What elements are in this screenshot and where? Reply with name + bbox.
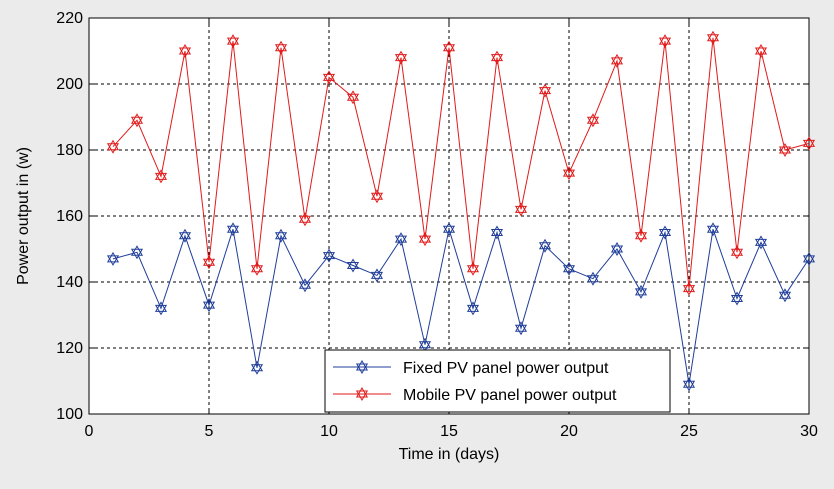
data-point-marker-icon bbox=[346, 258, 360, 273]
data-point-marker-icon bbox=[370, 189, 384, 204]
x-tick-label: 0 bbox=[85, 423, 94, 440]
data-point-marker-icon bbox=[610, 53, 624, 68]
data-point-marker-icon bbox=[658, 34, 672, 49]
data-point-marker-icon bbox=[154, 169, 168, 184]
data-point-marker-icon bbox=[778, 288, 792, 303]
y-tick-label: 220 bbox=[56, 10, 83, 27]
y-axis-label: Power output in (w) bbox=[15, 147, 32, 285]
data-point-marker-icon bbox=[802, 251, 816, 266]
data-point-marker-icon bbox=[586, 271, 600, 286]
legend-item: Fixed PV panel power output bbox=[333, 360, 609, 377]
data-point-marker-icon bbox=[442, 222, 456, 237]
legend-marker-icon bbox=[355, 387, 369, 401]
data-point-marker-icon bbox=[514, 321, 528, 336]
series-line bbox=[112, 229, 810, 385]
x-axis-label: Time in (days) bbox=[399, 446, 500, 463]
data-point-marker-icon bbox=[154, 301, 168, 316]
data-point-marker-icon bbox=[682, 281, 696, 296]
series-group bbox=[106, 30, 816, 392]
data-point-marker-icon bbox=[130, 113, 144, 128]
data-point-marker-icon bbox=[490, 225, 504, 240]
x-tick-label: 25 bbox=[680, 423, 698, 440]
y-tick-label: 140 bbox=[56, 274, 83, 291]
data-point-marker-icon bbox=[394, 232, 408, 247]
data-point-marker-icon bbox=[802, 136, 816, 151]
data-point-marker-icon bbox=[586, 113, 600, 128]
data-point-marker-icon bbox=[106, 251, 120, 266]
data-point-marker-icon bbox=[250, 360, 264, 375]
data-point-marker-icon bbox=[394, 50, 408, 65]
data-point-marker-icon bbox=[346, 90, 360, 105]
y-tick-label: 160 bbox=[56, 208, 83, 225]
data-point-marker-icon bbox=[442, 40, 456, 55]
x-tick-label: 20 bbox=[560, 423, 578, 440]
data-point-marker-icon bbox=[226, 34, 240, 49]
y-tick-label: 120 bbox=[56, 340, 83, 357]
data-point-marker-icon bbox=[730, 291, 744, 306]
data-point-marker-icon bbox=[538, 238, 552, 253]
data-point-marker-icon bbox=[202, 255, 216, 270]
data-point-marker-icon bbox=[130, 245, 144, 260]
data-point-marker-icon bbox=[250, 261, 264, 276]
legend: Fixed PV panel power output Mobile PV pan… bbox=[324, 349, 671, 413]
y-tick-label: 100 bbox=[56, 406, 83, 423]
x-tick-label: 15 bbox=[440, 423, 458, 440]
data-point-marker-icon bbox=[322, 70, 336, 85]
data-point-marker-icon bbox=[730, 245, 744, 260]
series-fixed bbox=[106, 222, 816, 392]
y-tick-label: 180 bbox=[56, 142, 83, 159]
data-point-marker-icon bbox=[754, 44, 768, 58]
data-point-marker-icon bbox=[778, 143, 792, 157]
legend-marker-icon bbox=[355, 360, 369, 374]
data-point-marker-icon bbox=[634, 228, 648, 243]
legend-label: Mobile PV panel power output bbox=[403, 387, 617, 404]
data-point-marker-icon bbox=[178, 228, 192, 243]
series-mobile bbox=[106, 30, 816, 296]
data-point-marker-icon bbox=[490, 50, 504, 65]
data-point-marker-icon bbox=[754, 235, 768, 250]
data-point-marker-icon bbox=[514, 202, 528, 217]
data-point-marker-icon bbox=[418, 232, 432, 247]
y-tick-label: 200 bbox=[56, 76, 83, 93]
legend-box bbox=[324, 349, 671, 413]
legend-label: Fixed PV panel power output bbox=[403, 360, 609, 377]
data-point-marker-icon bbox=[226, 222, 240, 237]
data-point-marker-icon bbox=[562, 261, 576, 276]
x-tick-label: 30 bbox=[800, 423, 818, 440]
data-point-marker-icon bbox=[178, 44, 192, 58]
data-point-marker-icon bbox=[538, 83, 552, 98]
data-point-marker-icon bbox=[322, 248, 336, 263]
data-point-marker-icon bbox=[634, 284, 648, 299]
data-point-marker-icon bbox=[370, 268, 384, 283]
data-point-marker-icon bbox=[610, 242, 624, 256]
data-point-marker-icon bbox=[202, 298, 216, 313]
data-point-marker-icon bbox=[298, 278, 312, 293]
data-point-marker-icon bbox=[706, 30, 720, 45]
legend-item: Mobile PV panel power output bbox=[333, 387, 617, 404]
data-point-marker-icon bbox=[682, 377, 696, 392]
data-point-marker-icon bbox=[274, 228, 288, 243]
data-point-marker-icon bbox=[658, 225, 672, 240]
data-point-marker-icon bbox=[466, 301, 480, 316]
data-point-marker-icon bbox=[298, 212, 312, 227]
data-point-marker-icon bbox=[274, 40, 288, 55]
series-line bbox=[112, 37, 810, 289]
x-tick-label: 5 bbox=[205, 423, 214, 440]
data-point-marker-icon bbox=[466, 261, 480, 276]
data-point-marker-icon bbox=[106, 139, 120, 154]
data-point-marker-icon bbox=[418, 337, 432, 352]
data-point-marker-icon bbox=[706, 222, 720, 237]
x-tick-label: 10 bbox=[320, 423, 338, 440]
data-point-marker-icon bbox=[562, 166, 576, 181]
